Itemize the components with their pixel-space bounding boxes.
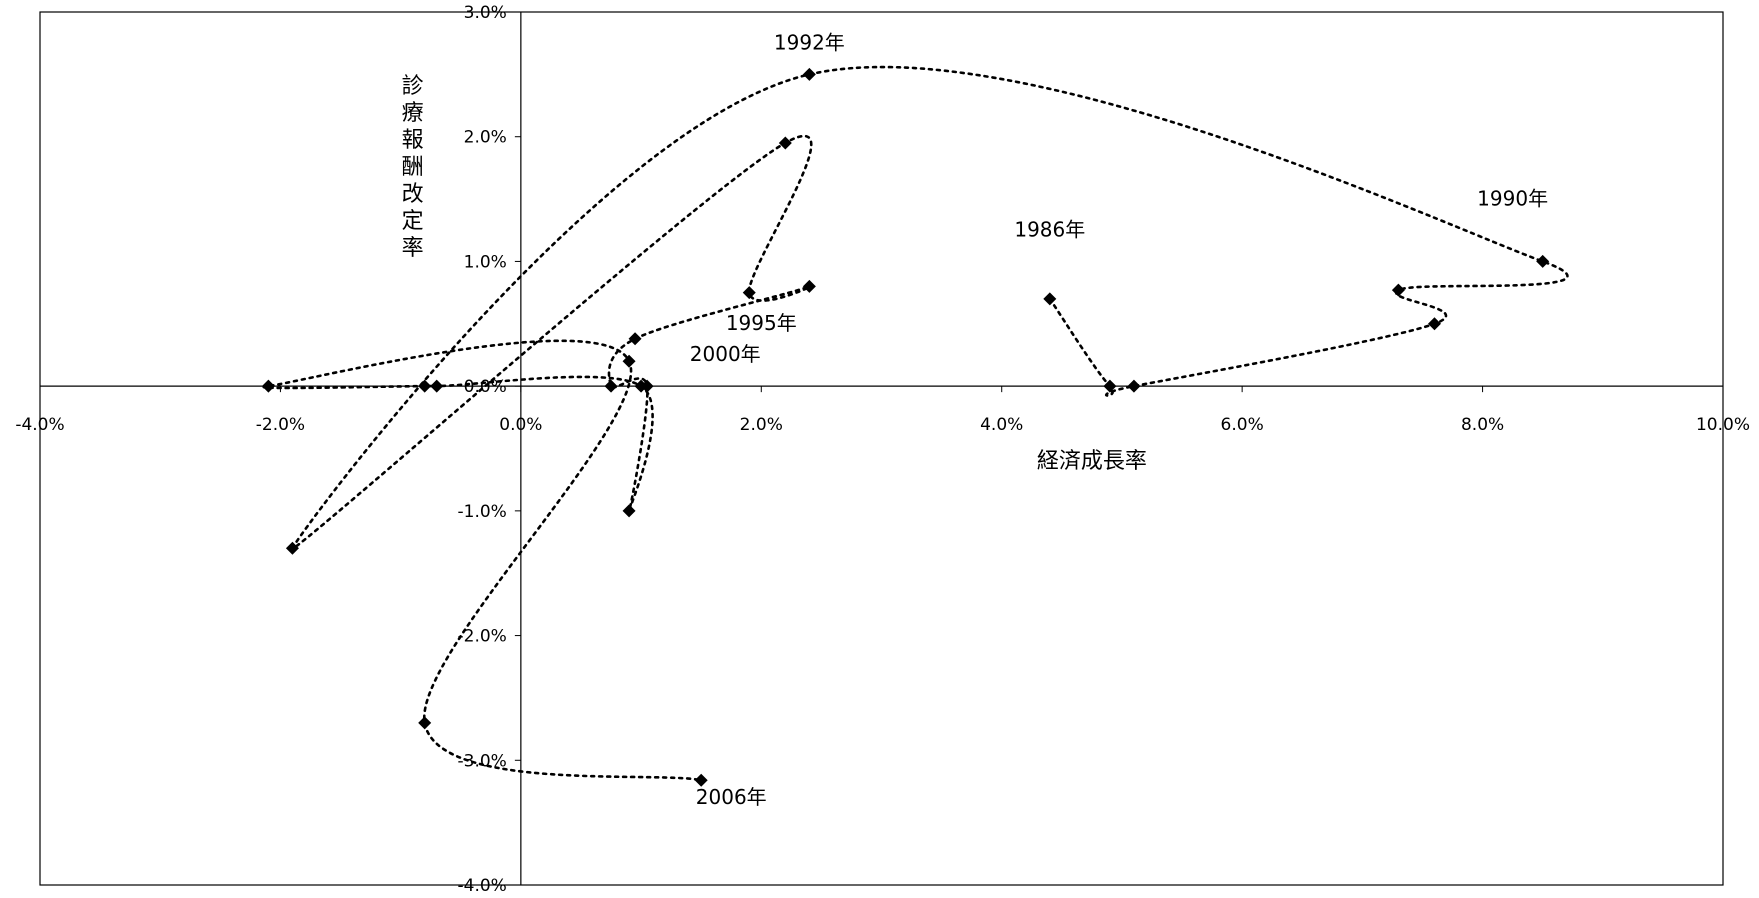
- data-point: [622, 354, 636, 368]
- data-point: [802, 67, 816, 81]
- y-tick-label: -1.0%: [458, 502, 507, 522]
- data-point: [742, 286, 756, 300]
- series-line: [262, 65, 1569, 782]
- data-point: [430, 379, 444, 393]
- data-point: [694, 773, 708, 787]
- year-annotation: 1995年: [726, 311, 797, 335]
- data-point: [1427, 317, 1441, 331]
- x-axis-title: 経済成長率: [1037, 449, 1147, 474]
- plot-area-border: [39, 11, 1724, 886]
- y-tick-label: -2.0%: [458, 627, 507, 647]
- data-point: [802, 279, 816, 293]
- year-annotation: 1990年: [1477, 186, 1548, 210]
- x-tick-label: 0.0%: [499, 415, 542, 435]
- y-tick-label: 1.0%: [464, 252, 507, 272]
- x-tick-label: 8.0%: [1461, 415, 1504, 435]
- data-point: [1043, 292, 1057, 306]
- x-tick-label: 4.0%: [980, 415, 1023, 435]
- year-annotation: 1986年: [1014, 217, 1085, 241]
- y-tick-label: 3.0%: [464, 3, 507, 23]
- data-point: [285, 541, 299, 555]
- y-tick-label: -3.0%: [458, 751, 507, 771]
- y-tick-label: 2.0%: [464, 128, 507, 148]
- y-axis-title: 診療報酬改定率: [402, 74, 424, 261]
- data-point: [261, 379, 275, 393]
- data-point: [418, 716, 432, 730]
- data-point: [634, 379, 648, 393]
- y-tick-label: -4.0%: [458, 876, 507, 896]
- y-tick-label: 0.0%: [464, 377, 507, 397]
- x-tick-label: -2.0%: [256, 415, 305, 435]
- data-point: [628, 332, 642, 346]
- data-point: [1103, 379, 1117, 393]
- x-tick-label: 2.0%: [740, 415, 783, 435]
- year-annotation: 2006年: [696, 785, 767, 809]
- data-point: [1536, 254, 1550, 268]
- x-tick-label: 10.0%: [1696, 415, 1750, 435]
- data-point: [1127, 379, 1141, 393]
- data-point: [778, 136, 792, 150]
- year-annotation: 1992年: [774, 30, 845, 54]
- data-point: [1391, 283, 1405, 297]
- year-annotation: 2000年: [690, 342, 761, 366]
- data-point: [604, 379, 618, 393]
- data-point: [418, 379, 432, 393]
- x-tick-label: -4.0%: [15, 415, 64, 435]
- data-point: [622, 504, 636, 518]
- x-tick-label: 6.0%: [1221, 415, 1264, 435]
